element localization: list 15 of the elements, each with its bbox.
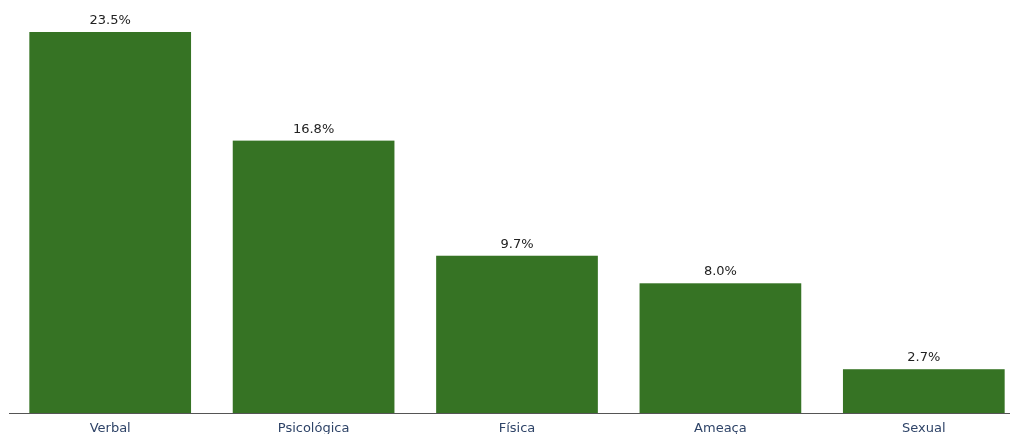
x-tick-label: Física <box>498 420 536 434</box>
data-label: 23.5% <box>89 12 131 27</box>
bar <box>232 140 395 413</box>
data-label: 9.7% <box>500 235 534 251</box>
x-tick-label: Verbal <box>89 420 131 434</box>
x-tick-label: Ameaça <box>694 420 747 434</box>
data-label: 8.0% <box>703 263 737 279</box>
bar <box>842 369 1005 413</box>
x-tick-label: Psicológica <box>277 420 350 434</box>
data-label: 16.8% <box>292 120 335 136</box>
data-label: 2.7% <box>907 349 941 365</box>
bar <box>29 32 192 413</box>
x-tick-label: Sexual <box>902 420 946 434</box>
bar <box>436 255 598 413</box>
bar <box>639 283 802 413</box>
